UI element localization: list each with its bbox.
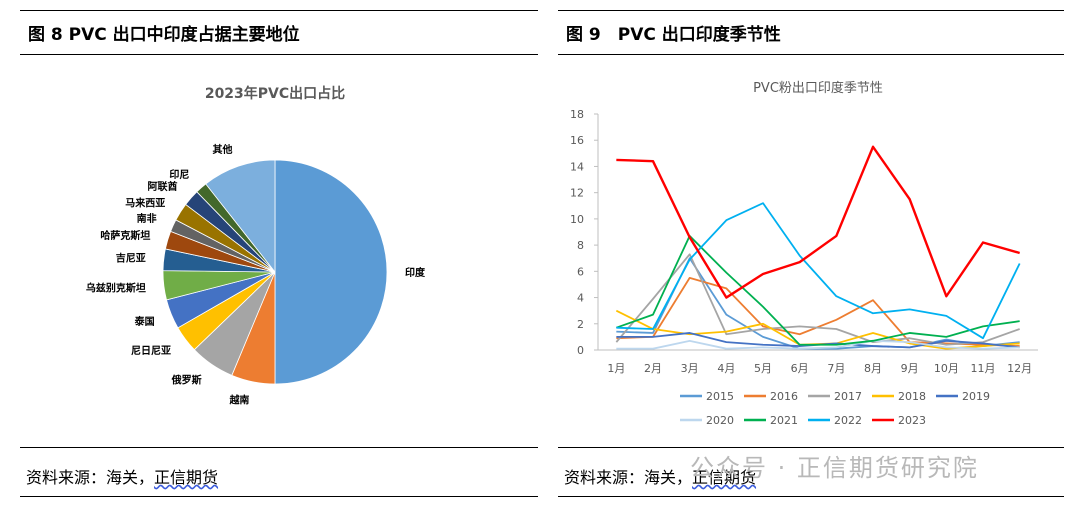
pie-slice-label: 越南 (228, 393, 249, 406)
pie-slice-label: 吉尼亚 (116, 252, 146, 265)
pie-slice-label: 哈萨克斯坦 (100, 229, 150, 242)
title-rule (20, 54, 538, 55)
x-tick-label: 2月 (644, 362, 662, 375)
x-tick-label: 3月 (681, 362, 699, 375)
pie-slice-label: 乌兹别克斯坦 (86, 281, 146, 294)
pie-slice-label: 南非 (137, 212, 157, 225)
pie-slice (274, 159, 388, 385)
source-prefix: 资料来源：海关， (26, 468, 155, 487)
x-tick-label: 7月 (827, 362, 845, 375)
source-org: 正信期货 (692, 468, 757, 487)
series-line-2021 (616, 235, 1020, 346)
pie-slice-label: 印度 (405, 266, 426, 279)
pie-slice-label: 马来西亚 (125, 196, 165, 209)
y-tick-label: 16 (570, 134, 584, 147)
legend-label: 2019 (962, 390, 990, 403)
series-line-2020 (616, 339, 1020, 350)
title-rule (558, 54, 1064, 55)
pie-slice-label: 泰国 (134, 315, 155, 328)
y-tick-label: 14 (570, 160, 584, 173)
figure-title: 图 9 PVC 出口印度季节性 (566, 25, 781, 45)
bottom-rule (558, 447, 1064, 448)
y-tick-label: 4 (577, 292, 584, 305)
pie-slice-label: 阿联酋 (147, 180, 177, 193)
pie-panel: 图 8 PVC 出口中印度占据主要地位 2023年PVC出口占比印度越南 俄罗斯 尼… (20, 10, 538, 498)
line-title: PVC粉出口印度季节性 (753, 80, 883, 96)
line-chart: PVC粉出口印度季节性 0 2 4 6 8 10 12 14 16 18 1月 2月 3月 4月 5月 6月 7月… (570, 80, 1038, 427)
x-tick-label: 11月 (971, 362, 996, 375)
y-tick-label: 18 (570, 108, 584, 121)
end-rule (558, 496, 1064, 497)
figure-title: 图 8 PVC 出口中印度占据主要地位 (28, 25, 300, 45)
y-tick-label: 8 (577, 239, 584, 252)
line-panel: 图 9 PVC 出口印度季节性 PVC粉出口印度季节性 0 2 4 6 8 10 12 14 16… (558, 10, 1064, 498)
x-tick-label: 8月 (864, 362, 882, 375)
source-prefix: 资料来源：海关， (564, 468, 693, 487)
pie-slice-label: 印尼 (169, 169, 189, 181)
x-tick-label: 1月 (607, 362, 625, 375)
y-tick-label: 12 (570, 187, 584, 200)
x-tick-label: 10月 (934, 362, 959, 375)
source-note: 资料来源：海关，正信期货 (26, 464, 218, 488)
legend-label: 2016 (770, 390, 798, 403)
series-line-2016 (616, 276, 1020, 347)
pie-title: 2023年PVC出口占比 (205, 85, 345, 102)
watermark: 公众号 · 正信期货研究院 (690, 454, 979, 482)
y-tick-label: 6 (577, 265, 584, 278)
y-tick-label: 0 (577, 344, 584, 357)
x-tick-label: 4月 (717, 362, 735, 375)
legend-label: 2018 (898, 390, 926, 403)
bottom-rule (20, 447, 538, 448)
top-rule (20, 10, 538, 11)
x-tick-label: 9月 (901, 362, 919, 375)
y-tick-label: 2 (577, 318, 584, 331)
x-tick-label: 6月 (791, 362, 809, 375)
pie-slice-label: 俄罗斯 (171, 373, 202, 386)
legend-label: 2015 (706, 390, 734, 403)
legend-label: 2022 (834, 414, 862, 427)
series-line-2017 (615, 253, 1020, 346)
series-line-2023 (616, 145, 1020, 299)
pie-slice-label: 其他 (213, 143, 233, 156)
legend-label: 2017 (834, 390, 862, 403)
legend-label: 2021 (770, 414, 798, 427)
end-rule (20, 496, 538, 497)
legend-label: 2023 (898, 414, 926, 427)
pie-slice-label: 尼日尼亚 (131, 345, 171, 357)
source-note: 资料来源：海关，正信期货 (564, 464, 756, 488)
top-rule (558, 10, 1064, 11)
legend-label: 2020 (706, 414, 734, 427)
pie-slice (205, 159, 276, 274)
x-tick-label: 5月 (754, 362, 772, 375)
x-tick-label: 12月 (1007, 362, 1032, 375)
source-org: 正信期货 (154, 468, 219, 487)
series-line-2022 (616, 202, 1021, 340)
y-tick-label: 10 (570, 213, 584, 226)
